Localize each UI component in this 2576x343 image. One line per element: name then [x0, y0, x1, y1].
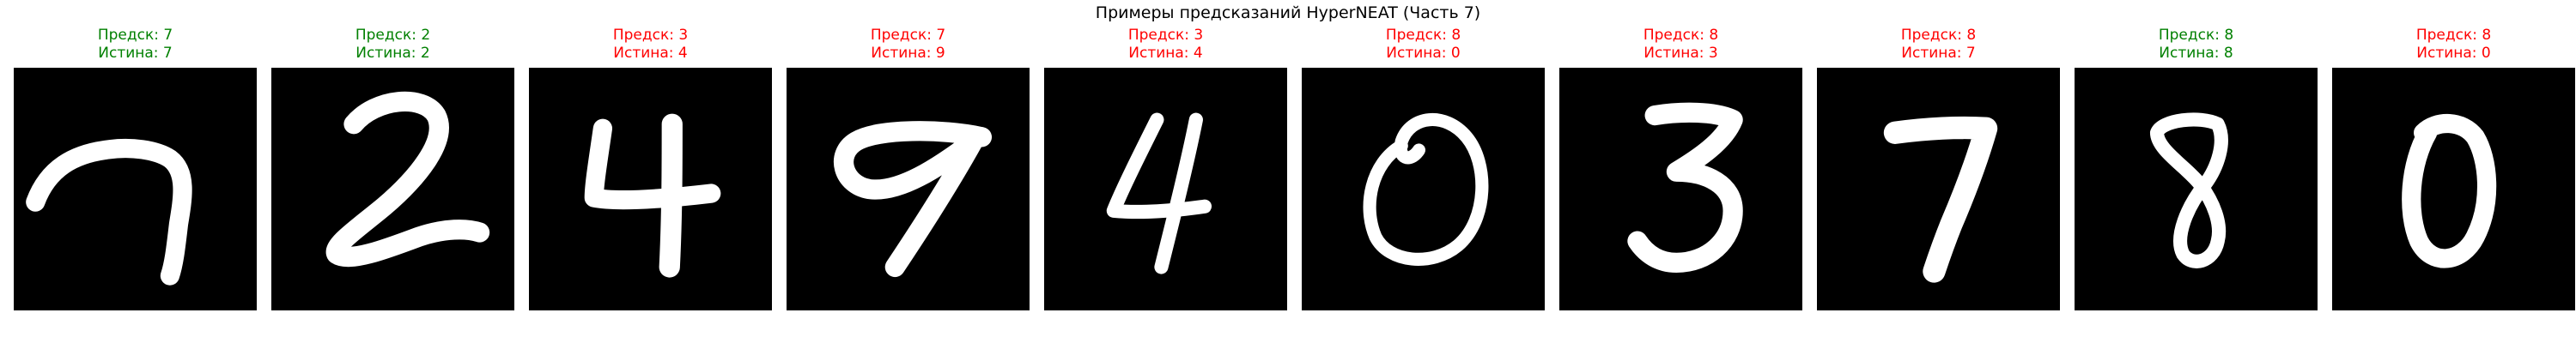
handwritten-digit-9	[833, 121, 993, 278]
predicted-label: Предск: 3	[1127, 27, 1204, 44]
digit-image-9	[787, 68, 1030, 310]
digit-image-2	[271, 68, 514, 310]
handwritten-digit-2	[325, 91, 490, 268]
panel-caption: Предск: 8 Истина: 3	[1559, 17, 1802, 62]
predicted-label: Предск: 7	[870, 27, 946, 44]
predicted-label: Предск: 8	[1385, 27, 1461, 44]
panel-caption: Предск: 8 Истина: 0	[1302, 17, 1545, 62]
digit-image-0	[1302, 68, 1545, 310]
digit-image-7	[14, 68, 257, 310]
sample-panel-3: Предск: 3 Истина: 4	[529, 17, 772, 310]
predicted-label: Предск: 8	[1643, 27, 1719, 44]
handwritten-digit-4	[584, 113, 721, 278]
digit-image-7	[1817, 68, 2060, 310]
handwritten-digit-3	[1627, 102, 1743, 274]
handwritten-digit-4	[1106, 112, 1212, 274]
true-label: Истина: 8	[2159, 45, 2233, 62]
figure-title: Примеры предсказаний HyperNEAT (Часть 7)	[1095, 3, 1481, 22]
handwritten-digit-0	[1363, 112, 1489, 266]
panel-caption: Предск: 2 Истина: 2	[271, 17, 514, 62]
panel-caption: Предск: 8 Истина: 0	[2332, 17, 2575, 62]
true-label: Истина: 4	[613, 45, 688, 62]
digit-image-4	[1044, 68, 1287, 310]
panel-caption: Предск: 7 Истина: 7	[14, 17, 257, 62]
handwritten-digit-7	[26, 138, 192, 286]
true-label: Истина: 7	[1901, 45, 1976, 62]
true-label: Истина: 2	[355, 45, 430, 62]
panel-caption: Предск: 8 Истина: 7	[1817, 17, 2060, 62]
true-label: Истина: 3	[1643, 45, 1718, 62]
sample-panel-7: Предск: 8 Истина: 3	[1559, 17, 1802, 310]
true-label: Истина: 0	[2416, 45, 2491, 62]
predicted-label: Предск: 8	[2158, 27, 2234, 44]
true-label: Истина: 4	[1128, 45, 1203, 62]
digit-image-4	[529, 68, 772, 310]
digit-image-8	[2075, 68, 2318, 310]
sample-panel-9: Предск: 8 Истина: 8	[2075, 17, 2318, 310]
panel-caption: Предск: 8 Истина: 8	[2075, 17, 2318, 62]
true-label: Истина: 7	[98, 45, 173, 62]
handwritten-digit-8	[2149, 112, 2228, 268]
sample-panel-8: Предск: 8 Истина: 7	[1817, 17, 2060, 310]
panel-caption: Предск: 3 Истина: 4	[529, 17, 772, 62]
handwritten-digit-7	[1883, 116, 1998, 283]
handwritten-digit-0	[2402, 113, 2497, 268]
true-label: Истина: 0	[1386, 45, 1461, 62]
predicted-label: Предск: 8	[1900, 27, 1977, 44]
digit-image-0	[2332, 68, 2575, 310]
true-label: Истина: 9	[871, 45, 945, 62]
predicted-label: Предск: 2	[355, 27, 431, 44]
predicted-label: Предск: 8	[2415, 27, 2492, 44]
sample-panel-5: Предск: 3 Истина: 4	[1044, 17, 1287, 310]
sample-panel-10: Предск: 8 Истина: 0	[2332, 17, 2575, 310]
panel-caption: Предск: 7 Истина: 9	[787, 17, 1030, 62]
sample-panel-2: Предск: 2 Истина: 2	[271, 17, 514, 310]
panel-caption: Предск: 3 Истина: 4	[1044, 17, 1287, 62]
digit-image-3	[1559, 68, 1802, 310]
sample-panel-6: Предск: 8 Истина: 0	[1302, 17, 1545, 310]
sample-panel-4: Предск: 7 Истина: 9	[787, 17, 1030, 310]
predicted-label: Предск: 7	[97, 27, 173, 44]
sample-panel-1: Предск: 7 Истина: 7	[14, 17, 257, 310]
predicted-label: Предск: 3	[612, 27, 689, 44]
